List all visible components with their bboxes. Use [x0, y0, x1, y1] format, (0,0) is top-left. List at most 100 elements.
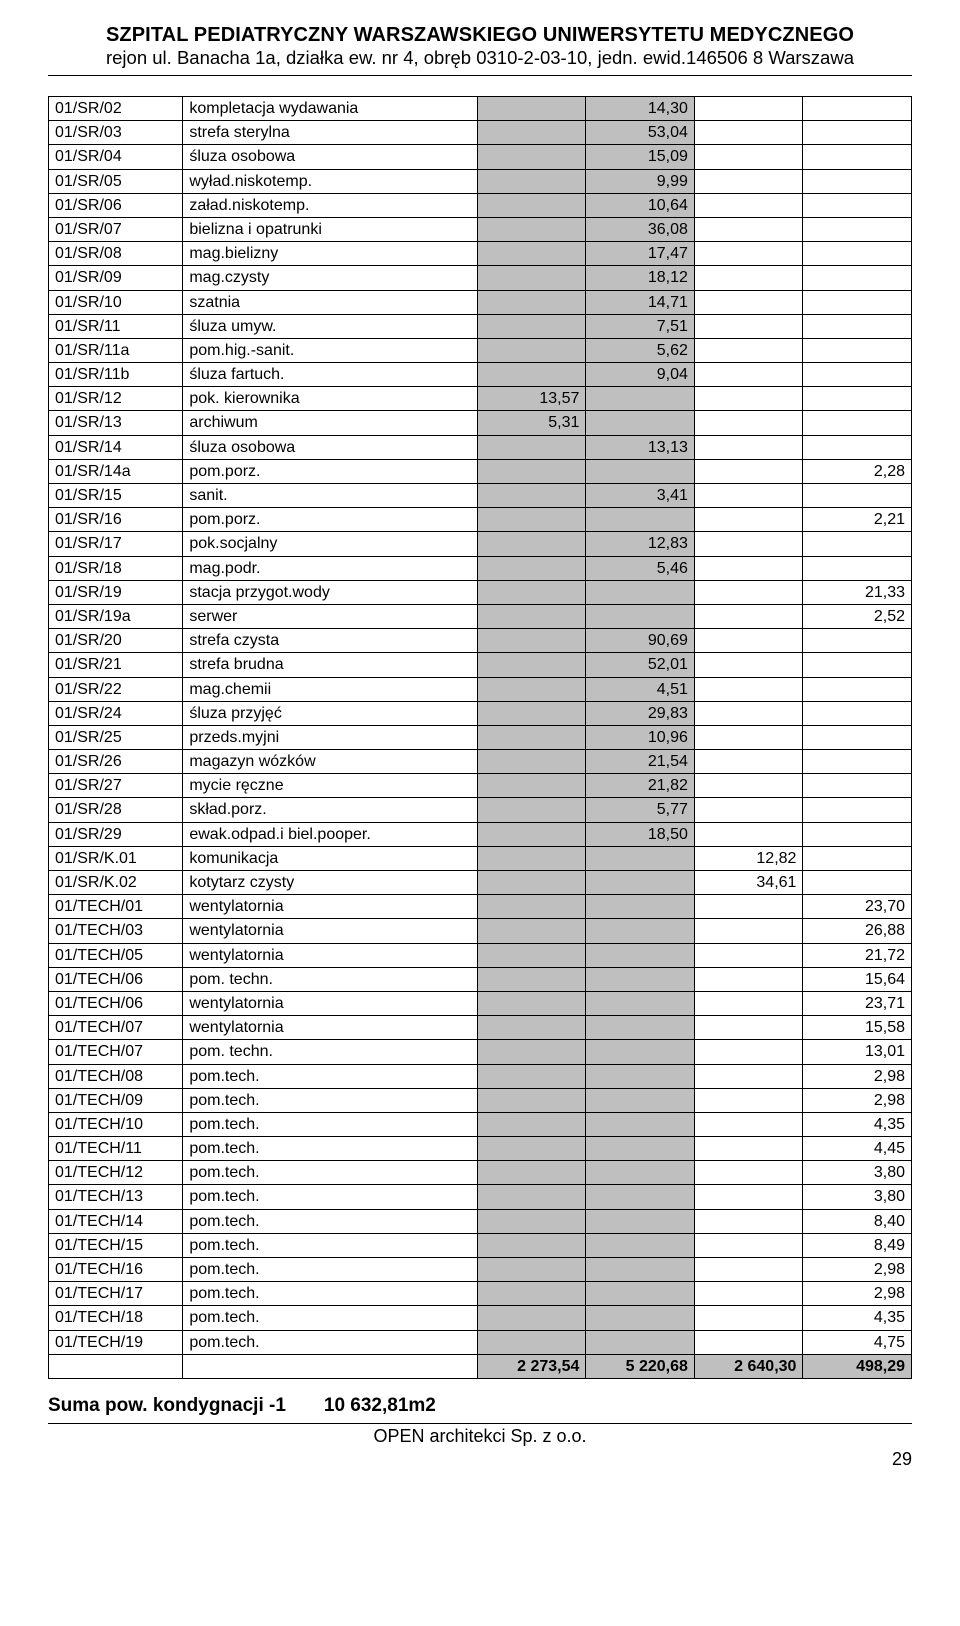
row-col-4: 23,71	[803, 991, 912, 1015]
row-col-1	[477, 1306, 586, 1330]
row-col-3	[694, 97, 803, 121]
row-col-4: 3,80	[803, 1161, 912, 1185]
row-col-2	[586, 1088, 695, 1112]
table-row: 01/SR/07bielizna i opatrunki36,08	[49, 217, 912, 241]
row-col-1	[477, 97, 586, 121]
row-col-2	[586, 895, 695, 919]
row-col-2: 5,62	[586, 338, 695, 362]
table-row: 01/SR/25przeds.myjni10,96	[49, 725, 912, 749]
row-code: 01/SR/K.01	[49, 846, 183, 870]
row-col-3	[694, 1040, 803, 1064]
row-col-1	[477, 484, 586, 508]
row-col-2: 13,13	[586, 435, 695, 459]
row-col-2	[586, 991, 695, 1015]
row-name: pom.tech.	[183, 1088, 478, 1112]
row-col-3	[694, 604, 803, 628]
row-code: 01/TECH/17	[49, 1282, 183, 1306]
row-col-3	[694, 435, 803, 459]
row-col-1	[477, 967, 586, 991]
row-col-2: 4,51	[586, 677, 695, 701]
row-col-3	[694, 822, 803, 846]
row-name: pom.tech.	[183, 1258, 478, 1282]
row-col-3	[694, 411, 803, 435]
row-name: mag.chemii	[183, 677, 478, 701]
row-name: sanit.	[183, 484, 478, 508]
row-col-3	[694, 532, 803, 556]
row-code: 01/SR/02	[49, 97, 183, 121]
row-col-3	[694, 121, 803, 145]
row-code: 01/TECH/07	[49, 1040, 183, 1064]
row-col-3	[694, 1282, 803, 1306]
row-col-3	[694, 1233, 803, 1257]
row-col-4: 4,75	[803, 1330, 912, 1354]
table-row: 01/SR/29ewak.odpad.i biel.pooper.18,50	[49, 822, 912, 846]
row-col-3	[694, 1064, 803, 1088]
row-col-3: 12,82	[694, 846, 803, 870]
row-col-4: 2,98	[803, 1258, 912, 1282]
row-col-4	[803, 653, 912, 677]
row-col-2	[586, 1282, 695, 1306]
row-code: 01/SR/07	[49, 217, 183, 241]
row-col-3	[694, 1112, 803, 1136]
row-col-1: 5,31	[477, 411, 586, 435]
row-col-1	[477, 1161, 586, 1185]
row-col-3	[694, 725, 803, 749]
row-name: strefa sterylna	[183, 121, 478, 145]
row-col-4	[803, 193, 912, 217]
row-col-3	[694, 580, 803, 604]
table-row: 01/TECH/06wentylatornia23,71	[49, 991, 912, 1015]
table-row: 01/TECH/12pom.tech.3,80	[49, 1161, 912, 1185]
row-col-2	[586, 1233, 695, 1257]
row-col-4: 2,52	[803, 604, 912, 628]
row-col-2	[586, 1016, 695, 1040]
row-name: mag.czysty	[183, 266, 478, 290]
row-col-1	[477, 943, 586, 967]
rooms-table: 01/SR/02kompletacja wydawania14,3001/SR/…	[48, 96, 912, 1379]
row-col-4: 26,88	[803, 919, 912, 943]
table-row: 01/SR/12pok. kierownika13,57	[49, 387, 912, 411]
row-col-1	[477, 1282, 586, 1306]
page-header: SZPITAL PEDIATRYCZNY WARSZAWSKIEGO UNIWE…	[48, 24, 912, 76]
row-col-3	[694, 798, 803, 822]
table-row: 01/SR/14śluza osobowa13,13	[49, 435, 912, 459]
row-col-2	[586, 943, 695, 967]
row-name: pom. techn.	[183, 967, 478, 991]
row-col-2: 52,01	[586, 653, 695, 677]
row-col-4	[803, 774, 912, 798]
row-col-2	[586, 1161, 695, 1185]
row-col-3	[694, 459, 803, 483]
row-col-1	[477, 1016, 586, 1040]
row-name: mag.podr.	[183, 556, 478, 580]
row-code: 01/SR/24	[49, 701, 183, 725]
row-col-1	[477, 653, 586, 677]
table-row: 01/SR/15sanit.3,41	[49, 484, 912, 508]
row-col-3	[694, 242, 803, 266]
row-col-3	[694, 677, 803, 701]
row-col-4	[803, 97, 912, 121]
row-name: wentylatornia	[183, 1016, 478, 1040]
row-col-2	[586, 387, 695, 411]
row-col-4	[803, 871, 912, 895]
row-col-4: 8,40	[803, 1209, 912, 1233]
row-code: 01/SR/15	[49, 484, 183, 508]
row-col-2: 29,83	[586, 701, 695, 725]
sum-value: 10 632,81m2	[324, 1395, 436, 1416]
row-code: 01/SR/17	[49, 532, 183, 556]
row-col-2: 36,08	[586, 217, 695, 241]
table-row: 01/SR/24śluza przyjęć 29,83	[49, 701, 912, 725]
row-col-1	[477, 145, 586, 169]
row-name: śluza przyjęć	[183, 701, 478, 725]
row-col-1	[477, 1330, 586, 1354]
row-col-4	[803, 387, 912, 411]
footer-rule	[48, 1423, 912, 1424]
row-col-1	[477, 798, 586, 822]
row-col-4	[803, 677, 912, 701]
row-name: pom.tech.	[183, 1282, 478, 1306]
row-col-4: 21,33	[803, 580, 912, 604]
row-col-3	[694, 217, 803, 241]
table-row: 01/TECH/09pom.tech.2,98	[49, 1088, 912, 1112]
row-col-4	[803, 484, 912, 508]
row-code: 01/SR/09	[49, 266, 183, 290]
row-col-1	[477, 1112, 586, 1136]
row-name: skład.porz.	[183, 798, 478, 822]
